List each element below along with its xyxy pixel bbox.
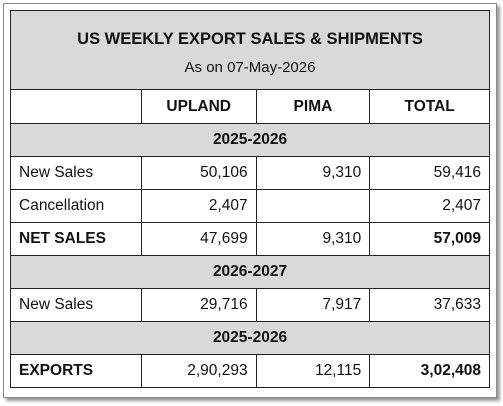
header-row: UPLAND PIMA TOTAL	[10, 89, 490, 124]
title-cell: US WEEKLY EXPORT SALES & SHIPMENTS As on…	[10, 10, 490, 90]
value-cell: 57,009	[369, 222, 490, 256]
value-cell: 2,407	[140, 189, 257, 223]
row-label: Cancellation	[10, 189, 142, 223]
value-cell: 3,02,408	[369, 354, 490, 388]
value-cell: 47,699	[140, 222, 257, 256]
column-header: UPLAND	[140, 89, 257, 124]
subtitle: As on 07-May-2026	[184, 59, 316, 76]
section-row: 2025-2026	[10, 123, 490, 157]
section-label: 2025-2026	[10, 123, 490, 157]
row-label: EXPORTS	[10, 354, 142, 388]
value-cell: 29,716	[140, 288, 257, 322]
section-label: 2026-2027	[10, 255, 490, 289]
data-row: New Sales 29,716 7,917 37,633	[10, 288, 490, 322]
data-row: Cancellation 2,407 2,407	[10, 189, 490, 223]
row-label: New Sales	[10, 156, 142, 190]
value-cell: 2,90,293	[140, 354, 257, 388]
value-cell: 7,917	[255, 288, 371, 322]
section-row: 2026-2027	[10, 255, 490, 289]
value-cell: 50,106	[140, 156, 257, 190]
title: US WEEKLY EXPORT SALES & SHIPMENTS	[77, 30, 423, 48]
column-header: TOTAL	[369, 89, 490, 124]
value-cell: 37,633	[369, 288, 490, 322]
export-table: US WEEKLY EXPORT SALES & SHIPMENTS As on…	[10, 10, 490, 388]
section-row: 2025-2026	[10, 321, 490, 355]
row-label: New Sales	[10, 288, 142, 322]
value-cell: 12,115	[255, 354, 371, 388]
header-cell	[10, 89, 142, 124]
value-cell: 59,416	[369, 156, 490, 190]
value-cell: 2,407	[369, 189, 490, 223]
table-frame: US WEEKLY EXPORT SALES & SHIPMENTS As on…	[3, 3, 497, 398]
data-row: New Sales 50,106 9,310 59,416	[10, 156, 490, 190]
title-row: US WEEKLY EXPORT SALES & SHIPMENTS As on…	[10, 10, 490, 90]
row-label: NET SALES	[10, 222, 142, 256]
value-cell: 9,310	[255, 156, 371, 190]
value-cell	[255, 189, 371, 223]
section-label: 2025-2026	[10, 321, 490, 355]
data-row: NET SALES 47,699 9,310 57,009	[10, 222, 490, 256]
column-header: PIMA	[255, 89, 371, 124]
data-row: EXPORTS 2,90,293 12,115 3,02,408	[10, 354, 490, 388]
value-cell: 9,310	[255, 222, 371, 256]
